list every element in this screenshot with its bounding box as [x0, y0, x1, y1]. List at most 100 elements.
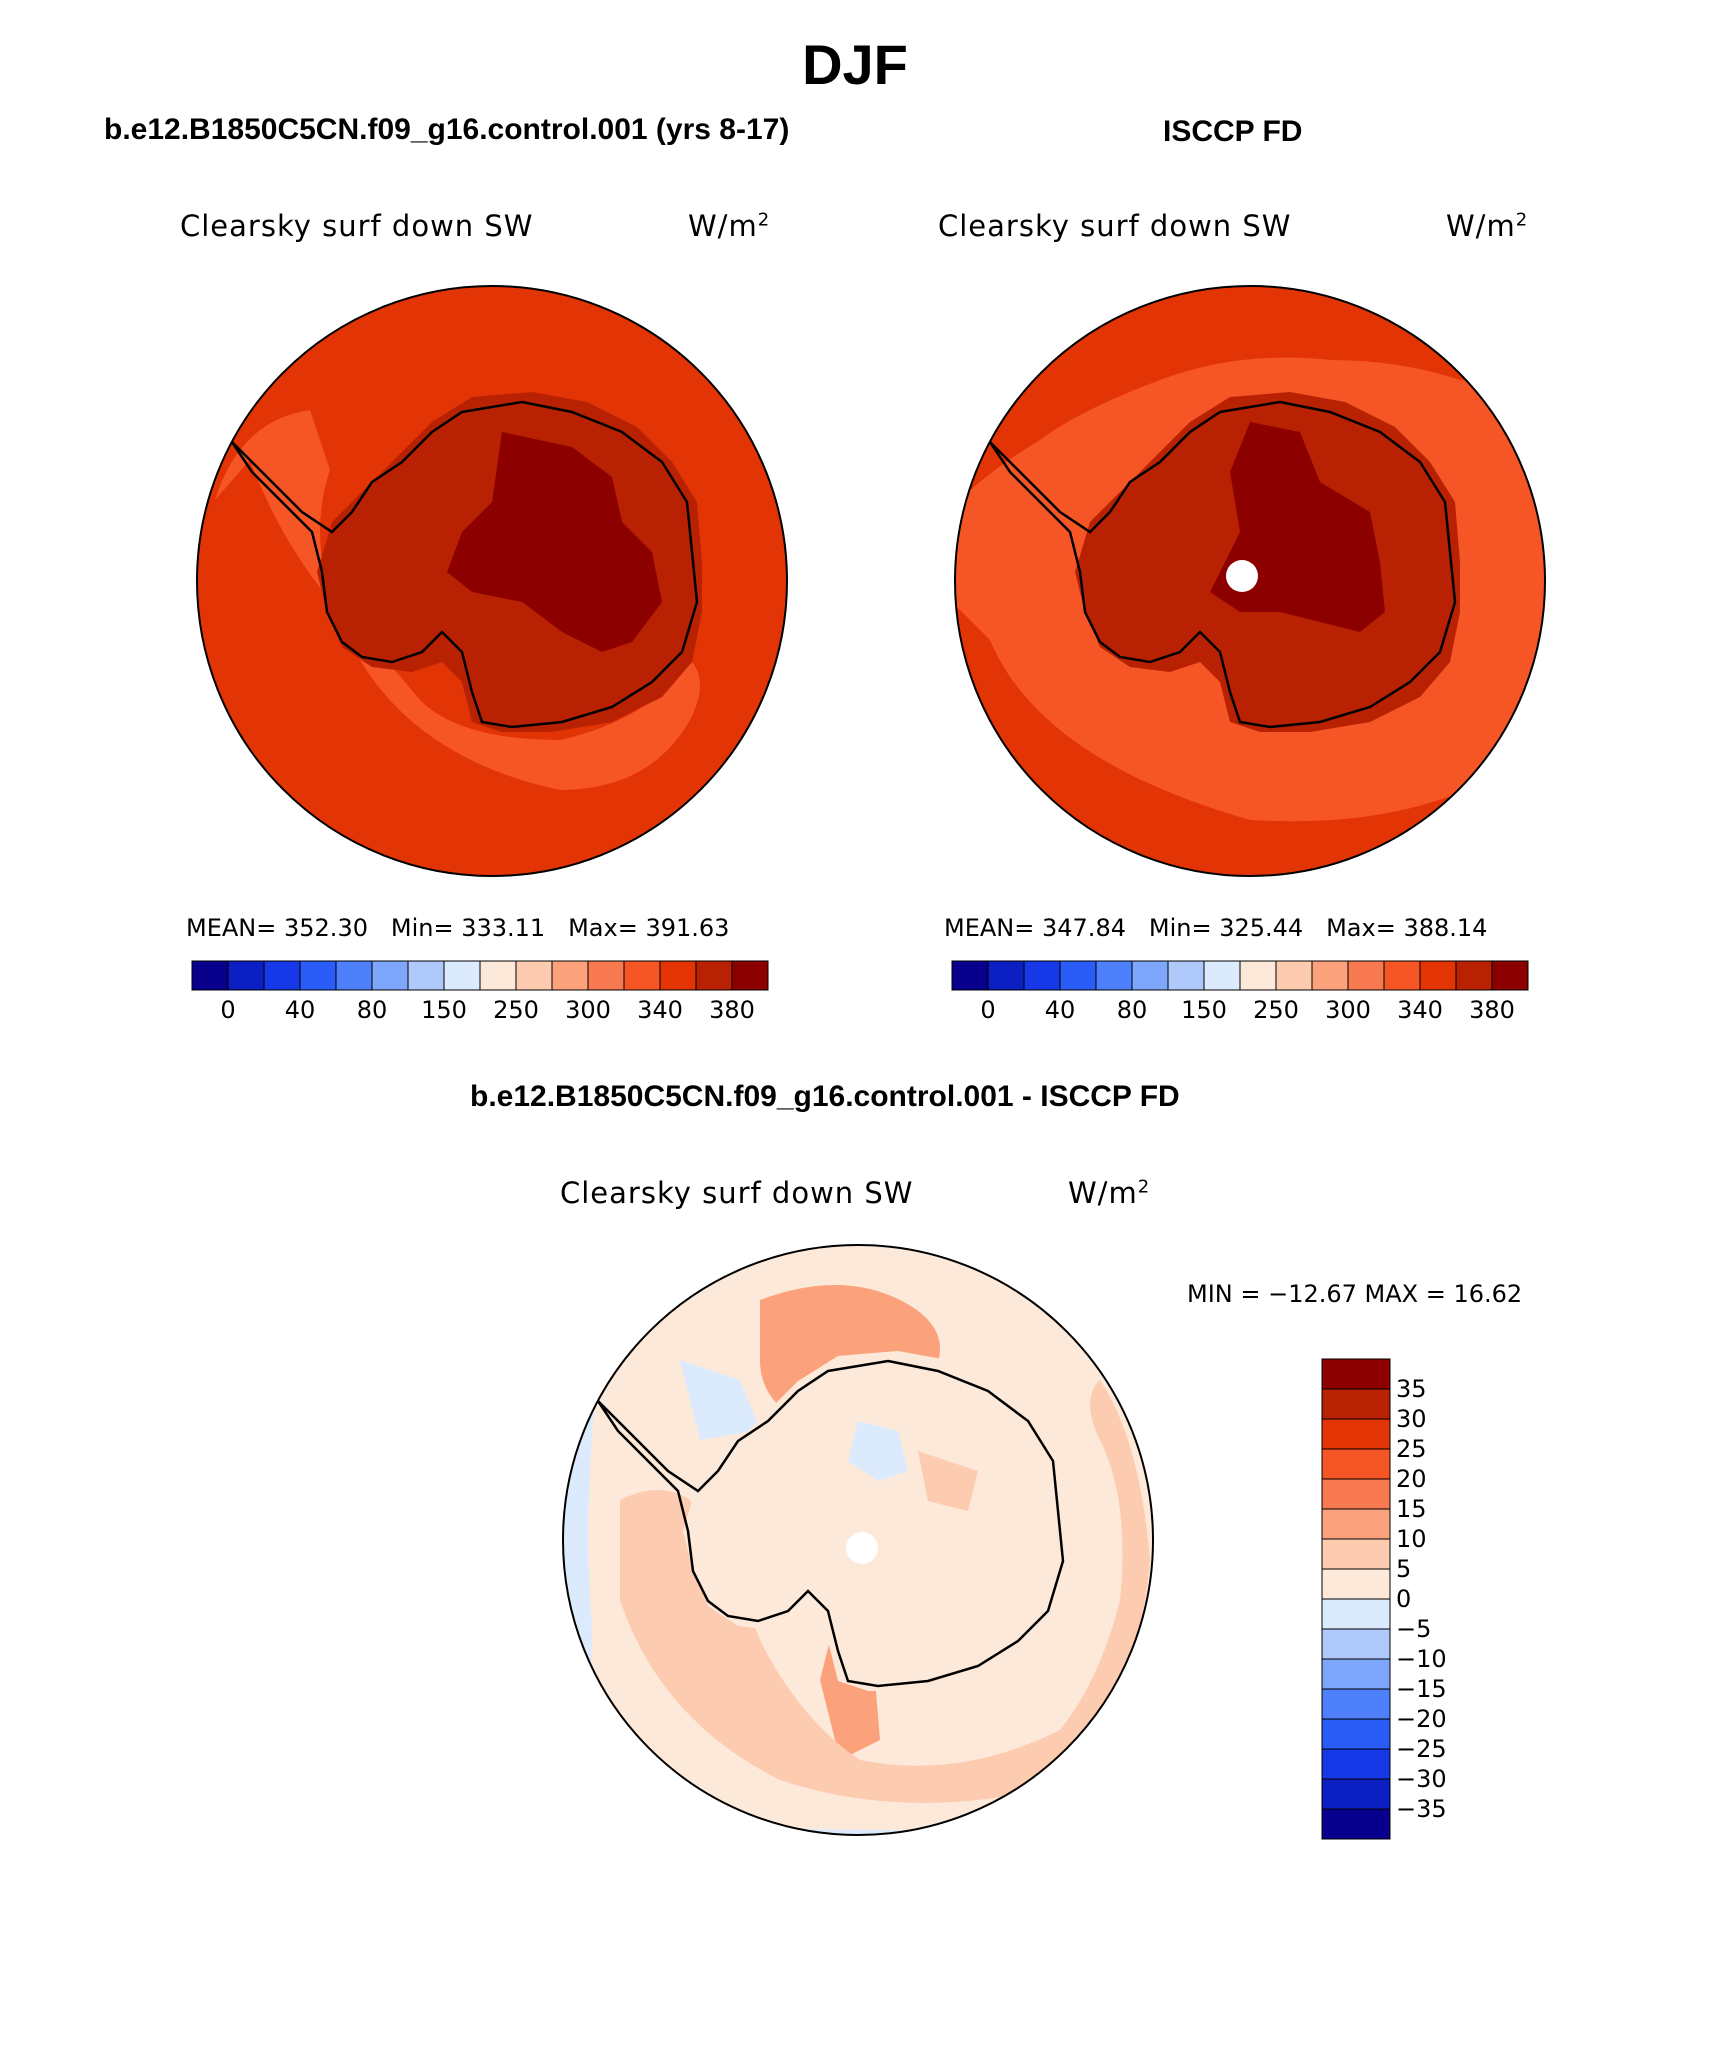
panel1-case-title: b.e12.B1850C5CN.f09_g16.control.001 (yrs… — [104, 113, 790, 146]
diff-fill-neg-interior — [848, 1421, 908, 1481]
panel1-mean-label: MEAN= — [186, 914, 277, 942]
panel1-colorbar — [191, 960, 769, 991]
diff-map-border — [562, 1244, 1154, 1836]
diff-colorbar-box — [1321, 1688, 1391, 1720]
panel2-pole-hole — [1226, 560, 1258, 592]
panel1-colorbar-tick-label: 340 — [637, 996, 683, 1024]
panel1-max-value: 391.63 — [645, 914, 730, 942]
panel1-colorbar-box — [695, 960, 733, 991]
panel2-colorbar-box — [1455, 960, 1493, 991]
panel2-min-value: 325.44 — [1219, 914, 1304, 942]
panel1-max-label: Max= — [568, 914, 638, 942]
panel1-colorbar-box — [587, 960, 625, 991]
diff-fill-continent — [683, 1351, 1068, 1691]
panel1-colorbar-tick-label: 300 — [565, 996, 611, 1024]
panel2-colorbar-tick-label: 80 — [1116, 996, 1148, 1024]
panel2-colorbar-tick-label: 250 — [1253, 996, 1299, 1024]
diff-pole-hole — [846, 1532, 878, 1564]
panel1-colorbar-tick-label: 0 — [220, 996, 236, 1024]
diff-field-label: Clearsky surf down SW — [560, 1176, 914, 1210]
diff-colorbar-tick-label: −5 — [1396, 1615, 1432, 1643]
diff-colorbar-box — [1321, 1568, 1391, 1600]
diff-colorbar-box — [1321, 1358, 1391, 1390]
diff-fill-5-10-ring — [620, 1380, 1150, 1803]
panel2-colorbar-box — [987, 960, 1025, 991]
panel2-colorbar-box — [1491, 960, 1529, 991]
diff-colorbar-tick-label: 0 — [1396, 1585, 1412, 1613]
panel2-colorbar-tick-label: 300 — [1325, 996, 1371, 1024]
diff-colorbar-box — [1321, 1628, 1391, 1660]
panel1-fill-320-ring — [215, 410, 700, 790]
panel2-colorbar-box — [1419, 960, 1457, 991]
panel2-units-label: W/m2 — [1446, 209, 1529, 243]
panel1-map-border — [196, 285, 788, 877]
panel1-colorbar-box — [299, 960, 337, 991]
panel2-colorbar-box — [1347, 960, 1385, 991]
panel1-units-label: W/m2 — [688, 209, 771, 243]
panel2-colorbar-tick-label: 380 — [1469, 996, 1515, 1024]
panel2-case-title: ISCCP FD — [1163, 115, 1303, 148]
panel2-colorbar-box — [951, 960, 989, 991]
panel1-min-value: 333.11 — [461, 914, 546, 942]
panel1-colorbar-box — [407, 960, 445, 991]
panel1-colorbar-box — [371, 960, 409, 991]
panel2-colorbar-tick-label: 150 — [1181, 996, 1227, 1024]
diff-minmax-text: MIN = −12.67 MAX = 16.62 — [1187, 1280, 1523, 1308]
diff-map — [562, 1244, 1154, 1836]
panel1-mean-value: 352.30 — [284, 914, 368, 942]
panel2-fill-340-north — [955, 286, 1545, 520]
panel1-colorbar-tick-label: 150 — [421, 996, 467, 1024]
panel2-stats: MEAN= 347.84 Min= 325.44 Max= 388.14 — [944, 914, 1487, 942]
diff-colorbar-box — [1321, 1778, 1391, 1810]
diff-colorbar-box — [1321, 1598, 1391, 1630]
diff-colorbar-tick-label: 10 — [1396, 1525, 1427, 1553]
diff-colorbar-box — [1321, 1388, 1391, 1420]
diff-colorbar-box — [1321, 1478, 1391, 1510]
panel2-max-label: Max= — [1326, 914, 1396, 942]
diff-colorbar-box — [1321, 1718, 1391, 1750]
panel1-field-label: Clearsky surf down SW — [180, 209, 534, 243]
panel2-colorbar-box — [1023, 960, 1061, 991]
panel1-colorbar-tick-label: 380 — [709, 996, 755, 1024]
panel2-fill-340-south — [955, 600, 1545, 876]
panel2-colorbar-tick-label: 40 — [1044, 996, 1076, 1024]
diff-fill-neg-peninsula — [680, 1360, 760, 1440]
panel1-colorbar-box — [443, 960, 481, 991]
diff-colorbar-box — [1321, 1658, 1391, 1690]
diff-colorbar-tick-label: −15 — [1396, 1675, 1447, 1703]
panel1-fill-380 — [447, 432, 662, 652]
panel1-map — [196, 285, 788, 877]
diff-units-label: W/m2 — [1068, 1176, 1151, 1210]
panel2-max-value: 388.14 — [1403, 914, 1488, 942]
page-title: DJF — [802, 33, 908, 96]
diff-colorbar-tick-label: −35 — [1396, 1795, 1447, 1823]
panel1-colorbar-box — [731, 960, 769, 991]
panel2-colorbar-box — [1311, 960, 1349, 991]
diff-colorbar-tick-label: 35 — [1396, 1375, 1427, 1403]
diff-colorbar-box — [1321, 1418, 1391, 1450]
panel1-colorbar-box — [659, 960, 697, 991]
panel2-colorbar-tick-label: 340 — [1397, 996, 1443, 1024]
panel1-colorbar-tick-label: 250 — [493, 996, 539, 1024]
panel1-colorbar-tick-label: 40 — [284, 996, 316, 1024]
panel2-colorbar-box — [1167, 960, 1205, 991]
panel2-colorbar — [951, 960, 1529, 991]
diff-colorbar-tick-label: −20 — [1396, 1705, 1447, 1733]
panel1-min-label: Min= — [390, 914, 454, 942]
diff-colorbar-tick-label: −25 — [1396, 1735, 1447, 1763]
panel2-field-label: Clearsky surf down SW — [938, 209, 1292, 243]
panel2-map-border — [954, 285, 1546, 877]
panel1-colorbar-box — [191, 960, 229, 991]
diff-colorbar-tick-label: 30 — [1396, 1405, 1427, 1433]
diff-colorbar-box — [1321, 1448, 1391, 1480]
panel1-stats: MEAN= 352.30 Min= 333.11 Max= 391.63 — [186, 914, 729, 942]
panel1-colorbar-box — [623, 960, 661, 991]
panel1-colorbar-box — [479, 960, 517, 991]
panel2-colorbar-box — [1095, 960, 1133, 991]
panel1-colorbar-box — [335, 960, 373, 991]
diff-colorbar-tick-label: 20 — [1396, 1465, 1427, 1493]
diff-colorbar-box — [1321, 1508, 1391, 1540]
panel2-min-label: Min= — [1148, 914, 1212, 942]
diff-colorbar-tick-label: −10 — [1396, 1645, 1447, 1673]
